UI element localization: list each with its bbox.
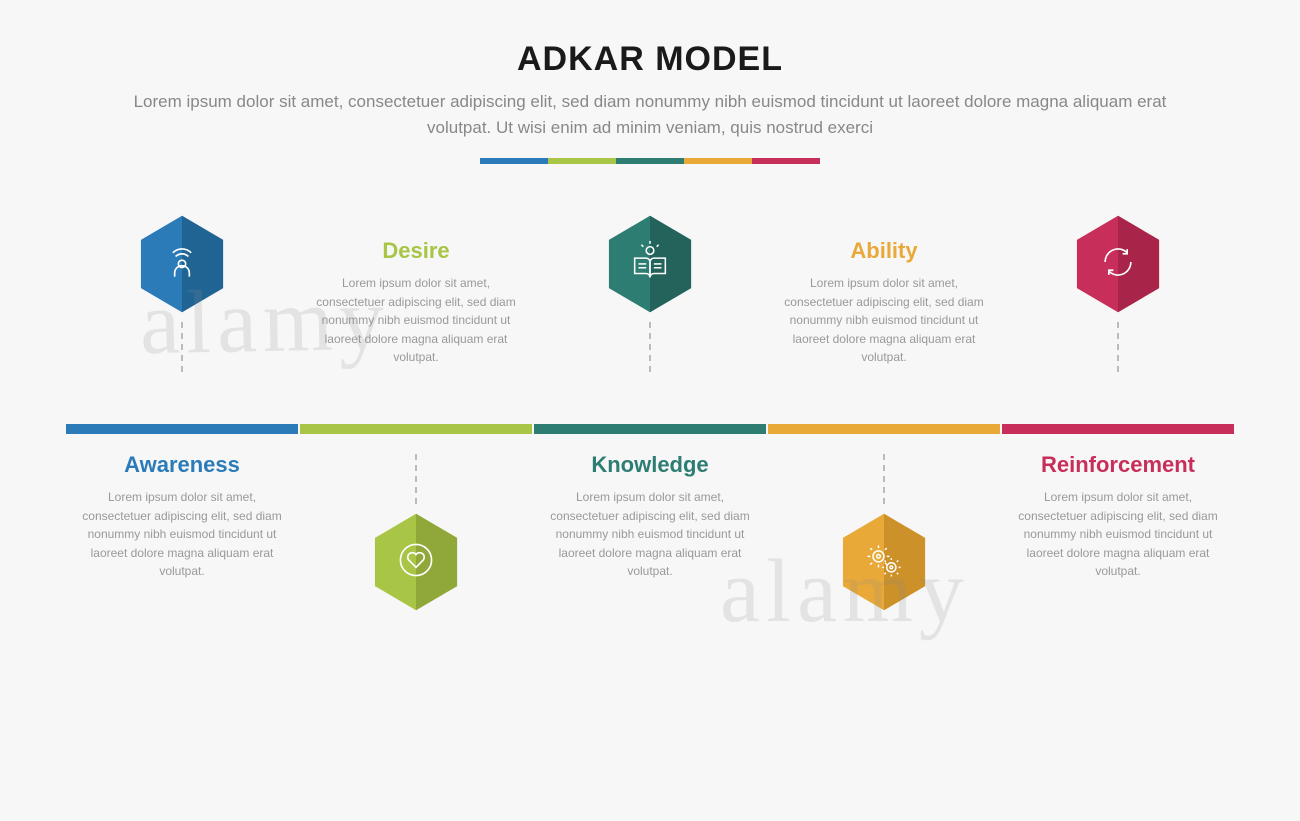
book-idea-icon [627,239,673,290]
step-body: Lorem ipsum dolor sit amet, consectetuer… [1013,488,1223,581]
step-body: Lorem ipsum dolor sit amet, consectetuer… [77,488,287,581]
gears-icon [862,538,906,587]
step-awareness: AwarenessLorem ipsum dolor sit amet, con… [65,214,299,380]
step-title: Desire [311,238,521,264]
timeline-axis [65,424,1235,434]
main-subtitle: Lorem ipsum dolor sit amet, consectetuer… [120,89,1180,140]
step-text: Desire Lorem ipsum dolor sit amet, consec… [299,238,533,367]
axis-segment [534,424,766,434]
color-bar-segment [548,158,616,164]
header: ADKAR MODEL Lorem ipsum dolor sit amet, … [65,40,1235,164]
step-reinforcement: ReinforcementLorem ipsum dolor sit amet,… [1001,214,1235,380]
color-bar-segment [480,158,548,164]
step-body: Lorem ipsum dolor sit amet, consectetuer… [779,274,989,367]
connector-line [883,454,885,504]
step-text: Ability Lorem ipsum dolor sit amet, conse… [767,238,1001,367]
step-body: Lorem ipsum dolor sit amet, consectetuer… [311,274,521,367]
step-text: Reinforcement Lorem ipsum dolor sit amet,… [1001,452,1235,581]
header-color-bar [480,158,820,164]
hexagon [371,512,461,612]
step-body: Lorem ipsum dolor sit amet, consectetuer… [545,488,755,581]
hexagon [605,214,695,314]
step-knowledge: KnowledgeLorem ipsum dolor sit amet, con… [533,214,767,380]
step-title: Ability [779,238,989,264]
hexagon [1073,214,1163,314]
color-bar-segment [684,158,752,164]
main-title: ADKAR MODEL [65,40,1235,79]
step-title: Reinforcement [1013,452,1223,478]
axis-segment [768,424,1000,434]
axis-segment [66,424,298,434]
signal-person-icon [160,240,204,289]
connector-line [415,454,417,504]
heart-icon [394,538,438,587]
connector-line [1117,322,1119,372]
infographic-container: ADKAR MODEL Lorem ipsum dolor sit amet, … [0,0,1300,821]
timeline: Awareness Lorem ipsum dolor sit amet, con… [65,214,1235,684]
hexagon [137,214,227,314]
color-bar-segment [752,158,820,164]
axis-segment [300,424,532,434]
connector-line [181,322,183,372]
step-title: Awareness [77,452,287,478]
step-text: Knowledge Lorem ipsum dolor sit amet, con… [533,452,767,581]
color-bar-segment [616,158,684,164]
step-title: Knowledge [545,452,755,478]
cycle-icon [1096,240,1140,289]
hexagon [839,512,929,612]
connector-line [649,322,651,372]
axis-segment [1002,424,1234,434]
step-text: Awareness Lorem ipsum dolor sit amet, con… [65,452,299,581]
